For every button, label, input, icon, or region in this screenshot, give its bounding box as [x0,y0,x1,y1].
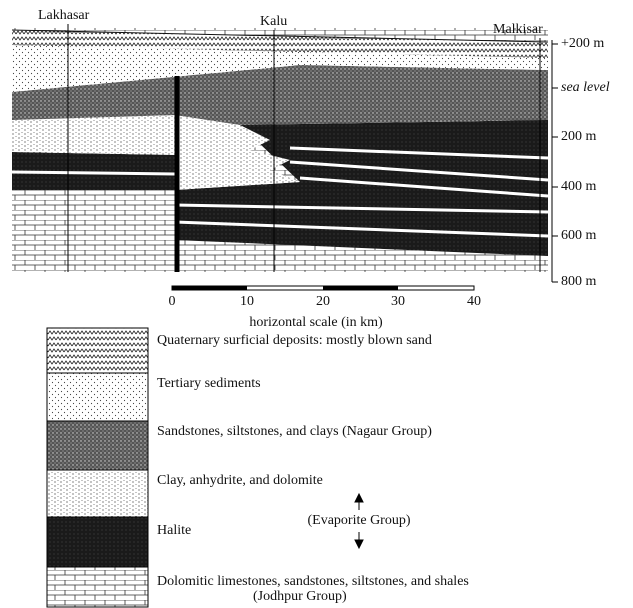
legend-swatch [47,517,148,567]
legend-swatch [47,421,148,470]
well-label: Malkisar [493,22,543,37]
depth-label: sea level [561,80,610,95]
depth-label: 200 m [561,129,597,144]
depth-label: +200 m [561,36,604,51]
legend-label: Clay, anhydrite, and dolomite [157,473,323,488]
cross-section: Lakhasar Kalu Malkisar +200 m sea level … [12,8,610,289]
scale-tick: 10 [240,294,254,309]
legend-label: Halite [157,523,191,538]
depth-label: 400 m [561,179,597,194]
clay-left [12,115,175,155]
legend-label: Quaternary surficial deposits: mostly bl… [157,333,432,348]
legend-swatch [47,470,148,517]
legend-swatch [47,567,148,607]
legend-swatch [47,373,148,421]
legend-label: Tertiary sediments [157,376,261,391]
well-label: Lakhasar [38,8,90,23]
legend-swatch [47,328,148,373]
legend-label: Sandstones, siltstones, and clays (Nagau… [157,424,432,439]
legend-label: Dolomitic limestones, sandstones, siltst… [157,574,469,589]
scale-bar: 0 10 20 30 40 horizontal scale (in km) [169,286,482,330]
diagram: Lakhasar Kalu Malkisar +200 m sea level … [0,0,633,608]
scale-label: horizontal scale (in km) [249,315,383,330]
depth-label: 800 m [561,274,597,289]
depth-ticks [552,44,558,282]
clay-stripe [12,172,175,174]
scale-tick: 0 [169,294,176,309]
well-label: Kalu [260,14,287,29]
depth-label: 600 m [561,228,597,243]
legend [47,328,148,607]
scale-tick: 30 [391,294,405,309]
scale-tick: 40 [467,294,481,309]
group-label: (Evaporite Group) [307,513,410,528]
legend-sublabel: (Jodhpur Group) [253,589,347,604]
scale-tick: 20 [316,294,330,309]
